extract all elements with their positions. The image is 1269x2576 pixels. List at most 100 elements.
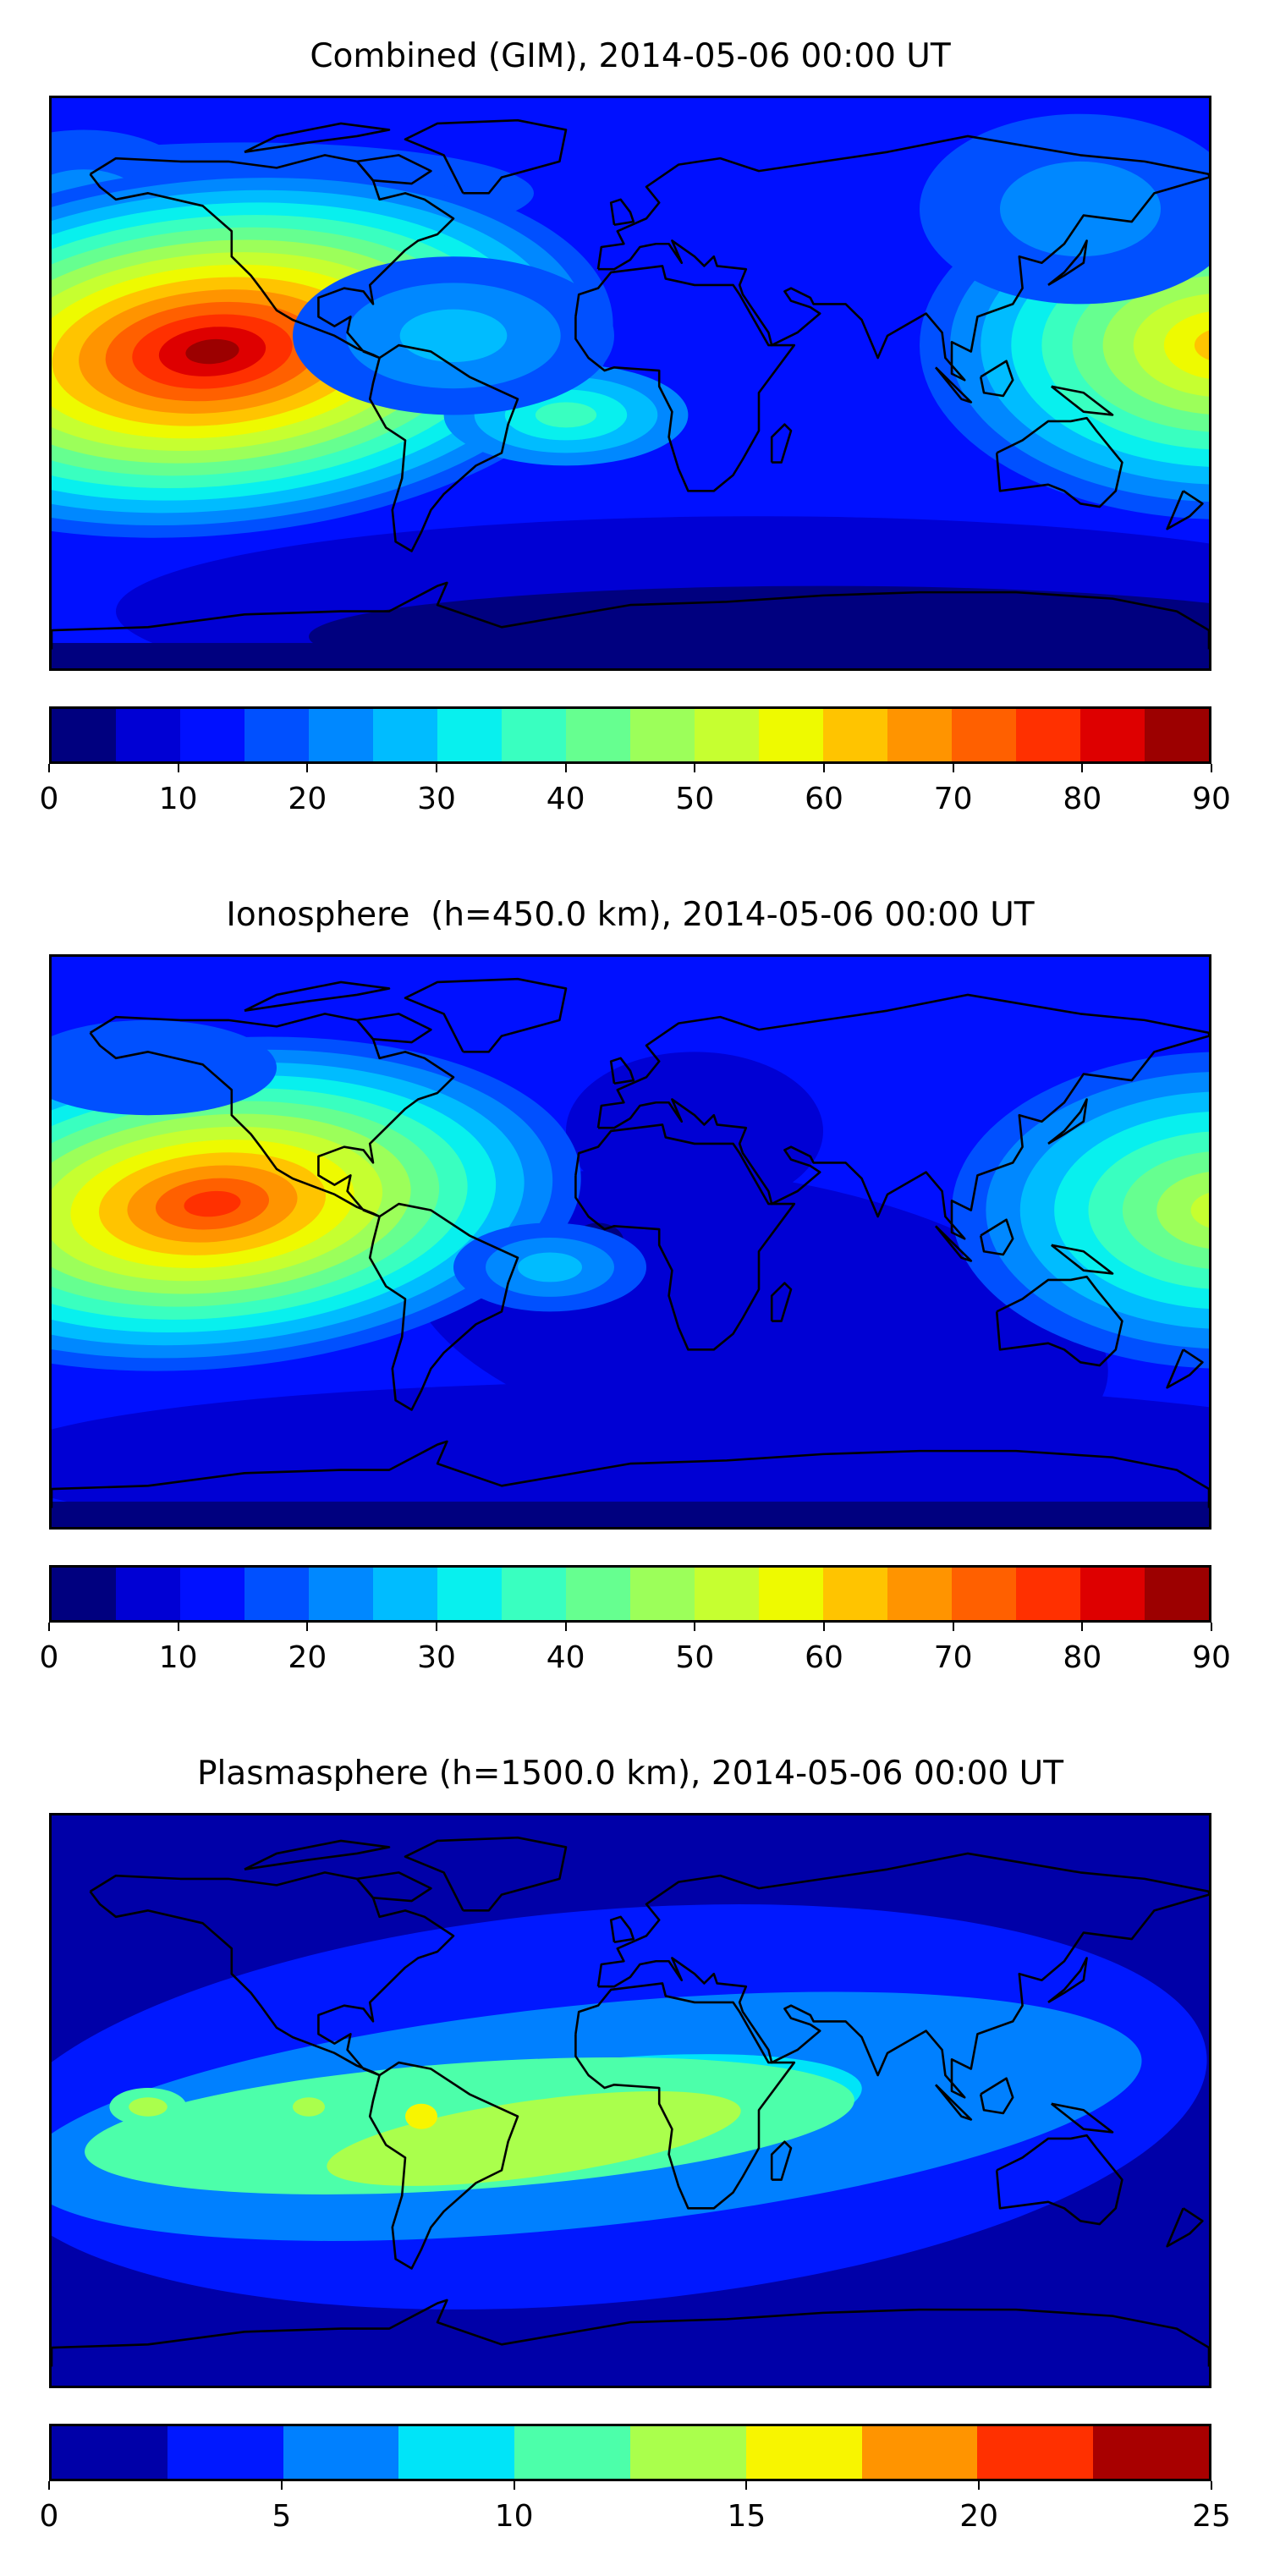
contour-band-level-1: [566, 1052, 823, 1211]
coastline-new-zealand: [1167, 1349, 1203, 1387]
coastline-antarctica: [52, 2300, 1209, 2367]
coastline-south-america: [370, 1204, 518, 1409]
contour-level-5: [327, 2091, 741, 2186]
colorbar-segment: [437, 709, 502, 761]
colorbar-tick-label: 15: [727, 2499, 766, 2534]
contour-band-level-0: [52, 1502, 1209, 1527]
colorbar-segment: [244, 1568, 309, 1620]
coastline-sumatra: [936, 367, 971, 402]
colorbar-segment: [759, 709, 823, 761]
colorbar-segment: [52, 1568, 116, 1620]
colorbar-tick-label: 0: [39, 782, 59, 816]
colorbar-tick-label: 20: [288, 1640, 327, 1675]
colorbar-tick-mark: [306, 1623, 309, 1631]
colorbar-segment: [283, 2426, 399, 2479]
colorbar-segment: [309, 709, 373, 761]
coastline-canadian-archipelago: [244, 124, 389, 152]
colorbar-tick-mark: [952, 764, 954, 772]
colorbar-segment: [373, 1568, 437, 1620]
colorbar-segment: [52, 709, 116, 761]
colorbar: [49, 2424, 1211, 2481]
coastline-greenland: [405, 120, 566, 193]
chart-title: Ionosphere (h=450.0 km), 2014-05-06 00:0…: [226, 896, 1035, 934]
colorbar-segment: [823, 709, 887, 761]
colorbar-tick-label: 30: [417, 782, 456, 816]
coastline-south-america: [370, 345, 518, 551]
coastline-new-zealand: [1167, 491, 1203, 529]
colorbar-segment: [745, 2426, 862, 2479]
colorbar-tick-label: 10: [158, 782, 198, 816]
colorbar-segment: [52, 2426, 168, 2479]
coastline-madagascar: [772, 425, 791, 463]
contour-level-5: [293, 2097, 325, 2117]
colorbar: [49, 1565, 1211, 1623]
coastline-britain: [611, 1917, 634, 1942]
contour-level-15: [184, 1190, 241, 1217]
coastline-africa: [575, 266, 794, 491]
colorbar-segment: [1080, 709, 1145, 761]
ionosphere-panel: Ionosphere (h=450.0 km), 2014-05-06 00:0…: [0, 859, 1269, 1717]
colorbar-segment: [977, 2426, 1094, 2479]
coastline-australia: [997, 418, 1122, 507]
coastline-africa: [575, 1983, 794, 2208]
colorbar-segment: [695, 1568, 759, 1620]
colorbar-tick-mark: [823, 764, 825, 772]
colorbar-tick-label: 90: [1192, 1640, 1231, 1675]
coastline-japan: [1048, 1100, 1087, 1144]
colorbar-tick-mark: [280, 2481, 283, 2490]
contour-level-4: [1000, 161, 1161, 257]
coastline-sumatra: [936, 2084, 971, 2119]
coastline-japan: [1048, 1958, 1087, 2002]
colorbar-segment: [759, 1568, 823, 1620]
contour-level-5: [518, 1252, 582, 1283]
coastline-canadian-archipelago: [244, 982, 389, 1011]
colorbar-tick-mark: [1081, 764, 1084, 772]
colorbar-segment: [629, 2426, 746, 2479]
chart-title: Combined (GIM), 2014-05-06 00:00 UT: [310, 37, 951, 75]
coastline-greenland: [405, 979, 566, 1052]
coastline-eurasia: [598, 1854, 1209, 2097]
coastline-south-america: [370, 2062, 518, 2268]
colorbar-segment: [116, 1568, 180, 1620]
colorbar-tick-label: 50: [675, 782, 715, 816]
world-map: [49, 96, 1211, 671]
coastline-new-guinea: [1052, 2104, 1112, 2133]
colorbar-tick-label: 50: [675, 1640, 715, 1675]
coastline-new-guinea: [1052, 1245, 1112, 1274]
colorbar-tick-mark: [1211, 1623, 1212, 1631]
colorbar-tick-mark: [436, 1623, 437, 1631]
colorbar-tick-label: 40: [546, 1640, 585, 1675]
coastline-australia: [997, 1277, 1122, 1365]
colorbar-tick-label: 40: [546, 782, 585, 816]
coastline-antarctica: [52, 1442, 1209, 1508]
colorbar-segment: [244, 709, 309, 761]
colorbar-segment: [1016, 709, 1080, 761]
colorbar-tick-label: 80: [1063, 782, 1102, 816]
colorbar-segment: [167, 2426, 283, 2479]
colorbar-tick-mark: [48, 764, 50, 772]
colorbar-segment: [630, 709, 695, 761]
colorbar-segment: [887, 1568, 952, 1620]
colorbar-segment: [373, 709, 437, 761]
colorbar-tick-label: 10: [494, 2499, 534, 2534]
colorbar-tick-label: 30: [417, 1640, 456, 1675]
colorbar-tick-label: 70: [933, 1640, 973, 1675]
coastline-japan: [1048, 241, 1087, 285]
colorbar-tick-label: 90: [1192, 782, 1231, 816]
colorbar-tick-mark: [306, 764, 309, 772]
colorbar-segment: [1145, 1568, 1209, 1620]
coastline-baffin: [357, 155, 431, 184]
contour-band-level-1: [52, 1381, 1209, 1527]
contour-level-7: [535, 402, 597, 428]
colorbar-tick-mark: [1081, 1623, 1084, 1631]
colorbar-segment: [502, 1568, 566, 1620]
colorbar-tick-label: 0: [39, 1640, 59, 1675]
colorbar-segment: [180, 1568, 244, 1620]
coastline-borneo: [981, 361, 1013, 396]
world-map: [49, 1813, 1211, 2388]
colorbar-segment: [566, 1568, 630, 1620]
contour-band-level-0: [52, 643, 1209, 668]
combined-gim-panel: Combined (GIM), 2014-05-06 00:00 UT 0 10 20…: [0, 0, 1269, 859]
plasmasphere-panel: Plasmasphere (h=1500.0 km), 2014-05-06 0…: [0, 1717, 1269, 2576]
coastline-baffin: [357, 1872, 431, 1901]
